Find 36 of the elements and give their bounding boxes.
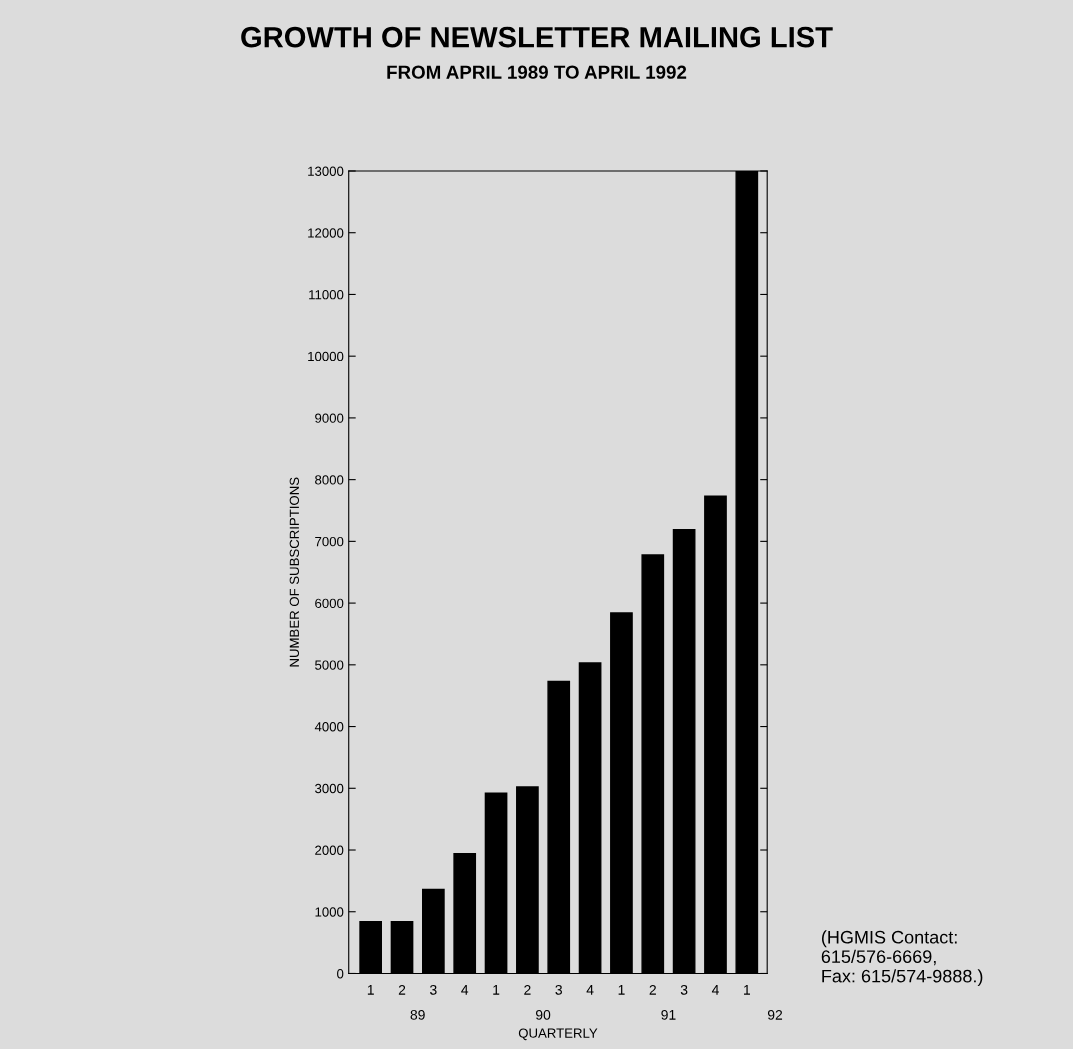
y-tick-label: 7000 (315, 536, 344, 547)
text: 90 (536, 1009, 551, 1020)
y-axis-title: NUMBER OF SUBSCRIPTIONS (289, 477, 300, 667)
x-tick-label: 1 (744, 985, 750, 995)
x-tick-label: 2 (649, 984, 656, 995)
x-tick-label: 3 (680, 984, 688, 995)
x-axis-title: QUARTERLY (518, 1028, 598, 1041)
text: (HGMIS Contact: 615/576-6669, Fax: 615/574-9888.) (821, 930, 983, 987)
x-tick-label: 4 (711, 985, 719, 995)
chart-title: GROWTH OF NEWSLETTER MAILING LIST (241, 26, 833, 48)
chart-subtitle: FROM APRIL 1989 TO APRIL 1992 (387, 65, 687, 79)
x-tick-label: 2 (398, 984, 406, 995)
y-tick-label: 10000 (308, 351, 344, 362)
x-tick-label: 1 (618, 985, 625, 995)
x-tick-label: 4 (461, 985, 469, 995)
x-tick-label: 3 (555, 984, 562, 995)
x-tick-label: 1 (493, 985, 500, 995)
x-tick-label: 1 (367, 985, 374, 995)
y-tick-label: 0 (337, 969, 344, 979)
y-tick-label: 11000 (309, 290, 344, 300)
x-tick-label: 3 (430, 984, 437, 995)
y-tick-label: 9000 (315, 413, 344, 423)
y-tick-label: 1000 (315, 907, 344, 917)
y-tick-label: 8000 (315, 475, 344, 485)
text: 91 (661, 1009, 676, 1020)
y-tick-label: 2000 (315, 845, 344, 855)
y-tick-label: 12000 (308, 228, 344, 238)
y-tick-label: 6000 (315, 598, 344, 609)
y-tick-label: 4000 (314, 722, 344, 732)
x-tick-label: 2 (524, 984, 531, 995)
y-tick-label: 13000 (308, 166, 344, 176)
x-tick-label: 4 (586, 985, 594, 995)
text: 89 (410, 1009, 425, 1020)
text: 92 (767, 1009, 783, 1020)
y-tick-label: 3000 (315, 783, 344, 794)
y-tick-label: 5000 (315, 660, 344, 670)
